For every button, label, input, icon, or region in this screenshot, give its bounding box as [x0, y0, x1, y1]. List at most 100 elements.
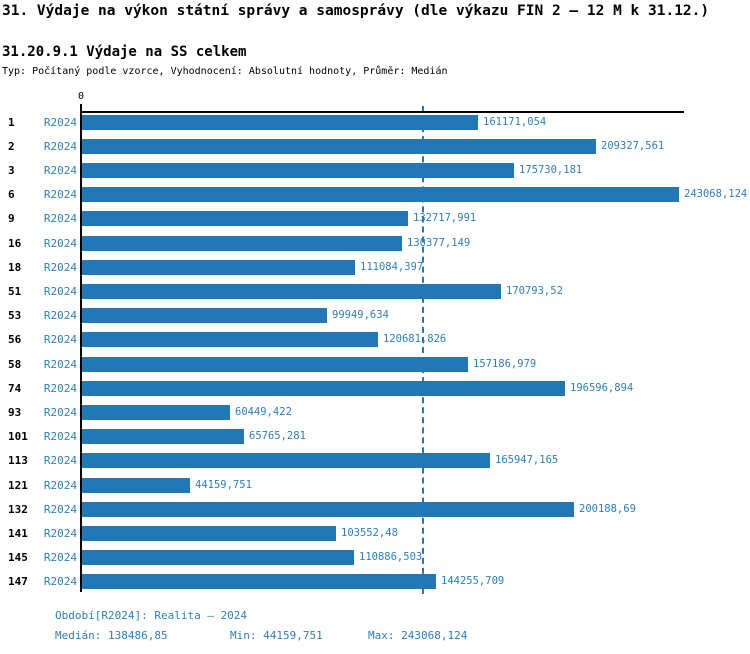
bar-value-label: 209327,561: [601, 139, 665, 152]
chart-row: 51 R2024 170793,52: [0, 282, 750, 306]
footer-median-stat: Medián: 138486,85: [55, 629, 168, 642]
chart-row: 53 R2024 99949,634: [0, 307, 750, 331]
bar-value-label: 60449,422: [235, 405, 292, 418]
row-series-label: R2024: [43, 139, 77, 153]
row-series-label: R2024: [43, 236, 77, 250]
bar: [82, 259, 355, 275]
bar: [82, 332, 378, 348]
bar: [82, 187, 679, 203]
bar: [82, 162, 514, 178]
bar-value-label: 44159,751: [195, 478, 252, 491]
row-series-label: R2024: [43, 333, 77, 347]
row-series-label: R2024: [43, 163, 77, 177]
chart-row: 113 R2024 165947,165: [0, 452, 750, 476]
bar-value-label: 170793,52: [506, 284, 563, 297]
row-category-label: 121: [8, 478, 28, 492]
chart-row: 9 R2024 132717,991: [0, 210, 750, 234]
row-category-label: 18: [8, 260, 22, 274]
bar-value-label: 165947,165: [495, 454, 559, 467]
x-axis-line: [80, 111, 684, 113]
row-series-label: R2024: [43, 526, 77, 540]
chart-row: 145 R2024 110886,503: [0, 549, 750, 573]
bar-value-label: 157186,979: [473, 357, 537, 370]
row-series-label: R2024: [43, 357, 77, 371]
row-category-label: 58: [8, 357, 22, 371]
chart-row: 147 R2024 144255,709: [0, 573, 750, 597]
bar: [82, 114, 478, 130]
row-category-label: 93: [8, 405, 22, 419]
row-series-label: R2024: [43, 430, 77, 444]
chart-row: 74 R2024 196596,894: [0, 379, 750, 403]
row-series-label: R2024: [43, 381, 77, 395]
chart-row: 121 R2024 44159,751: [0, 476, 750, 500]
row-category-label: 141: [8, 526, 28, 540]
bar-value-label: 110886,503: [359, 551, 423, 564]
row-category-label: 53: [8, 309, 22, 323]
bar-value-label: 161171,054: [483, 115, 547, 128]
row-category-label: 74: [8, 381, 22, 395]
bar: [82, 501, 574, 517]
row-series-label: R2024: [43, 260, 77, 274]
row-category-label: 1: [8, 115, 15, 129]
bar-value-label: 99949,634: [332, 309, 389, 322]
bar-value-label: 120681,826: [383, 333, 447, 346]
row-category-label: 101: [8, 430, 28, 444]
row-category-label: 6: [8, 188, 15, 202]
row-series-label: R2024: [43, 575, 77, 589]
bar-value-label: 130377,149: [407, 236, 471, 249]
bar: [82, 429, 244, 445]
row-series-label: R2024: [43, 284, 77, 298]
bar-value-label: 65765,281: [249, 430, 306, 443]
bar-value-label: 103552,48: [341, 526, 398, 539]
bar: [82, 380, 565, 396]
row-series-label: R2024: [43, 188, 77, 202]
footer-period-label: Období[R2024]: Realita – 2024: [55, 609, 248, 622]
bar: [82, 235, 402, 251]
row-series-label: R2024: [43, 478, 77, 492]
chart-row: 3 R2024 175730,181: [0, 161, 750, 185]
chart-row: 6 R2024 243068,124: [0, 186, 750, 210]
indicator-meta: Typ: Počítaný podle vzorce, Vyhodnocení:…: [2, 66, 448, 77]
bar: [82, 283, 501, 299]
row-category-label: 145: [8, 551, 28, 565]
row-series-label: R2024: [43, 454, 77, 468]
row-category-label: 132: [8, 502, 28, 516]
bar: [82, 211, 408, 227]
chart-row: 141 R2024 103552,48: [0, 524, 750, 548]
chart-row: 58 R2024 157186,979: [0, 355, 750, 379]
row-category-label: 3: [8, 163, 15, 177]
bar: [82, 574, 436, 590]
row-series-label: R2024: [43, 115, 77, 129]
bar-chart: 0 1 R2024 161171,054 2 R2024 209327,561 …: [0, 91, 750, 598]
chart-row: 1 R2024 161171,054: [0, 113, 750, 137]
bar-value-label: 200188,69: [579, 502, 636, 515]
y-axis-line: [80, 104, 82, 592]
bar: [82, 138, 596, 154]
chart-row: 56 R2024 120681,826: [0, 331, 750, 355]
median-line: [422, 106, 424, 594]
bar-value-label: 144255,709: [441, 575, 505, 588]
chart-rows: 1 R2024 161171,054 2 R2024 209327,561 3 …: [0, 113, 750, 598]
bar-value-label: 196596,894: [570, 381, 634, 394]
row-category-label: 2: [8, 139, 15, 153]
row-series-label: R2024: [43, 502, 77, 516]
bar: [82, 525, 336, 541]
row-series-label: R2024: [43, 212, 77, 226]
bar-value-label: 111084,397: [360, 260, 424, 273]
indicator-title: 31.20.9.1 Výdaje na SS celkem: [2, 44, 247, 60]
row-series-label: R2024: [43, 551, 77, 565]
row-category-label: 16: [8, 236, 22, 250]
row-category-label: 113: [8, 454, 28, 468]
bar: [82, 404, 230, 420]
row-series-label: R2024: [43, 405, 77, 419]
bar: [82, 550, 354, 566]
bar: [82, 453, 490, 469]
chart-row: 16 R2024 130377,149: [0, 234, 750, 258]
chart-row: 101 R2024 65765,281: [0, 428, 750, 452]
row-series-label: R2024: [43, 309, 77, 323]
x-axis-zero-tick-label: 0: [77, 91, 85, 102]
row-category-label: 147: [8, 575, 28, 589]
row-category-label: 51: [8, 284, 22, 298]
bar: [82, 356, 468, 372]
